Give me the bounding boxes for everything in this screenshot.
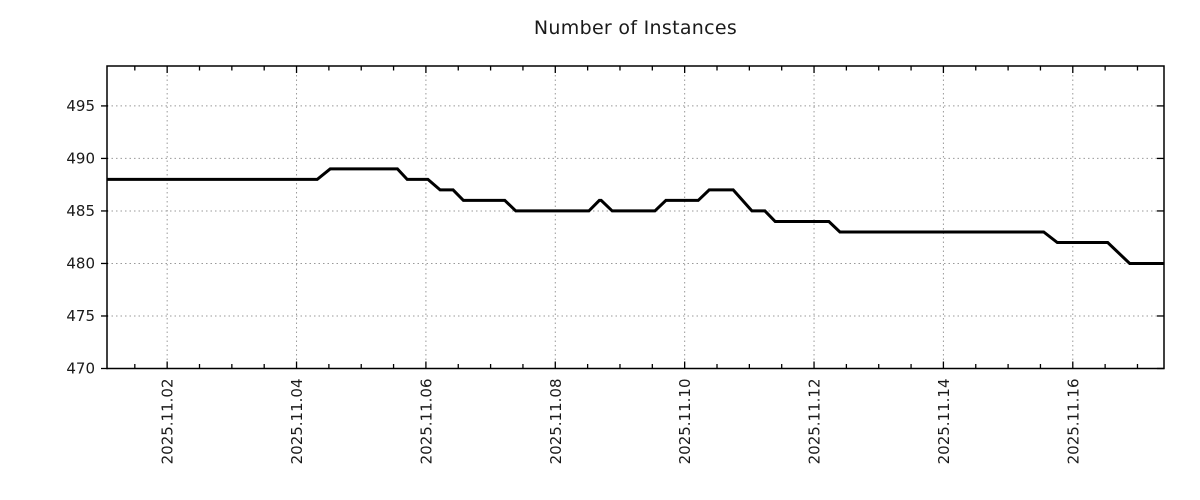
plot-border xyxy=(106,65,1165,370)
x-tick-label: 2025.11.16 xyxy=(1064,379,1082,465)
x-tick-label: 2025.11.06 xyxy=(417,379,435,465)
x-tick-label: 2025.11.10 xyxy=(676,379,694,465)
y-tick-label: 480 xyxy=(66,254,95,272)
x-tick-label: 2025.11.08 xyxy=(547,379,565,465)
y-tick-label: 490 xyxy=(66,149,95,167)
x-tick-label: 2025.11.04 xyxy=(288,379,306,465)
x-tick-label: 2025.11.12 xyxy=(806,379,824,465)
data-series-line xyxy=(107,167,1164,265)
y-tick-label: 485 xyxy=(66,202,95,220)
chart-title: Number of Instances xyxy=(533,17,738,39)
x-tick-label: 2025.11.02 xyxy=(159,379,177,465)
y-tick-label: 475 xyxy=(66,307,95,325)
y-tick-label: 495 xyxy=(66,97,95,115)
y-tick-label: 470 xyxy=(66,360,95,378)
x-tick-label: 2025.11.14 xyxy=(935,379,953,465)
